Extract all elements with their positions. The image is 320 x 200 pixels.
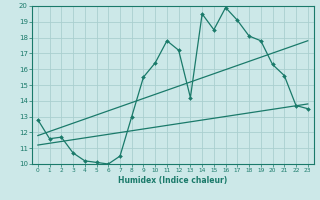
X-axis label: Humidex (Indice chaleur): Humidex (Indice chaleur) bbox=[118, 176, 228, 185]
